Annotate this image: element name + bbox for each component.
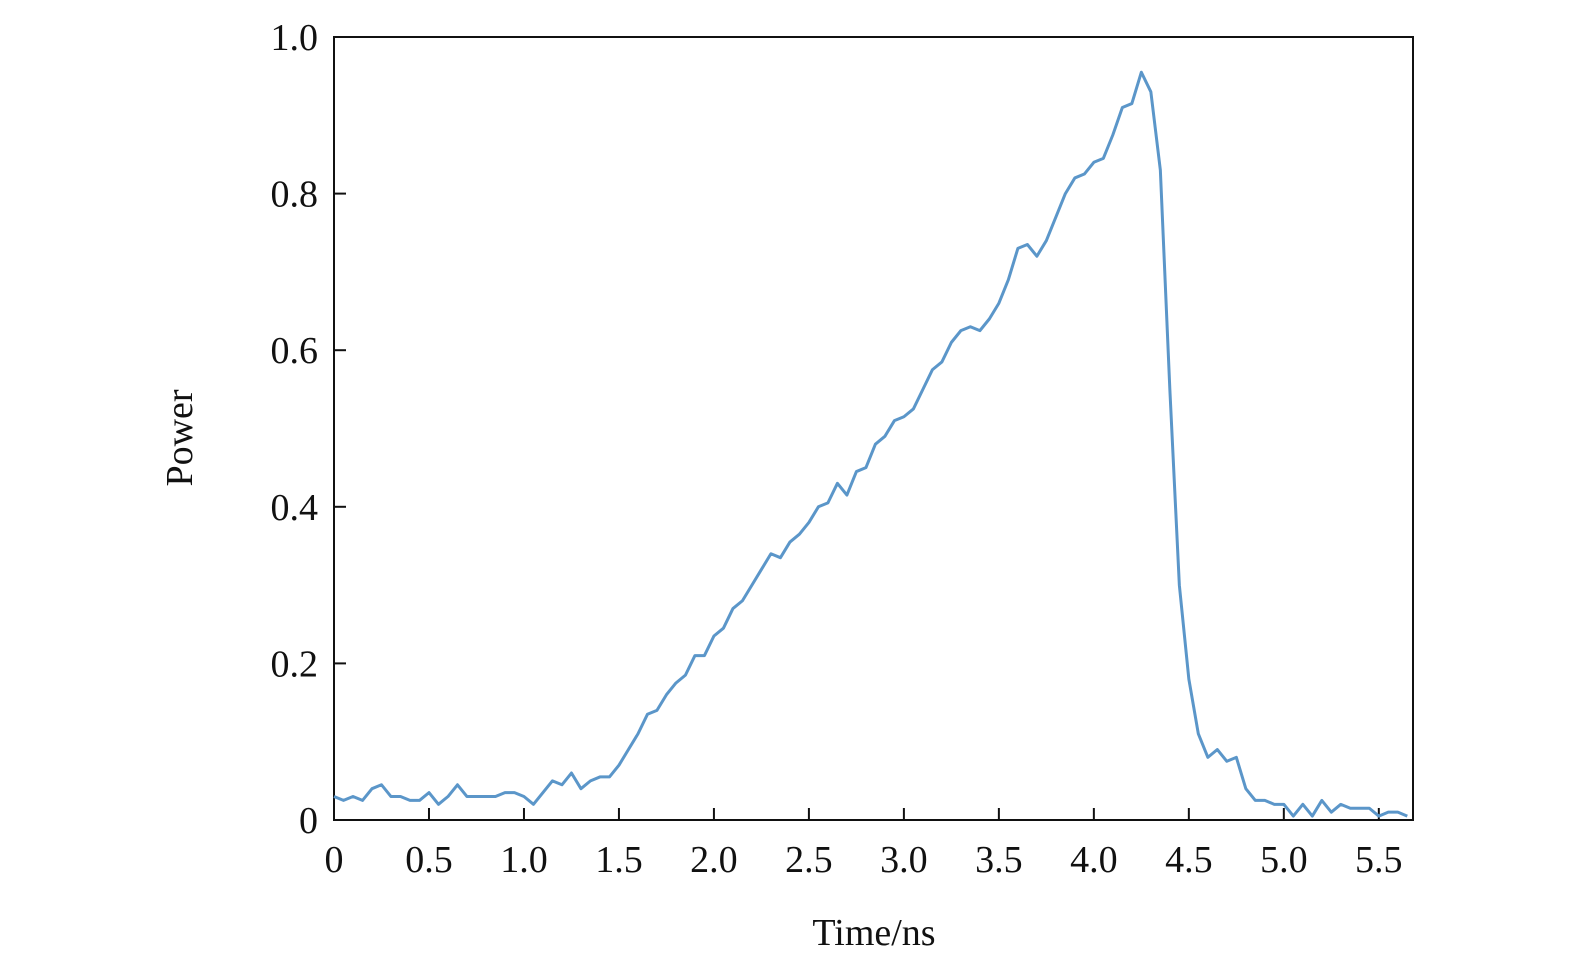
y-axis-label: Power	[159, 389, 201, 486]
x-tick-label: 0.5	[405, 839, 453, 881]
x-tick-label: 5.0	[1260, 839, 1308, 881]
x-tick-label: 3.0	[880, 839, 928, 881]
x-tick-label: 2.5	[785, 839, 833, 881]
x-axis-label: Time/ns	[812, 912, 935, 954]
y-tick-label: 0.2	[271, 643, 319, 685]
x-tick-label: 1.5	[595, 839, 643, 881]
plot-frame	[333, 36, 1414, 821]
x-tick-label: 3.5	[975, 839, 1023, 881]
y-tick-label: 0	[299, 800, 318, 842]
y-tick-label: 0.6	[271, 330, 319, 372]
y-tick-label: 0.8	[271, 174, 319, 216]
x-tick-label: 2.0	[690, 839, 738, 881]
y-tick-label: 0.4	[271, 487, 319, 529]
x-tick-label: 1.0	[500, 839, 548, 881]
y-tick-label: 1.0	[271, 17, 319, 59]
data-line	[333, 70, 1408, 818]
x-tick-label: 4.0	[1070, 839, 1118, 881]
x-tick-label: 4.5	[1165, 839, 1213, 881]
x-tick-label: 0	[325, 839, 344, 881]
x-tick-label: 5.5	[1355, 839, 1403, 881]
